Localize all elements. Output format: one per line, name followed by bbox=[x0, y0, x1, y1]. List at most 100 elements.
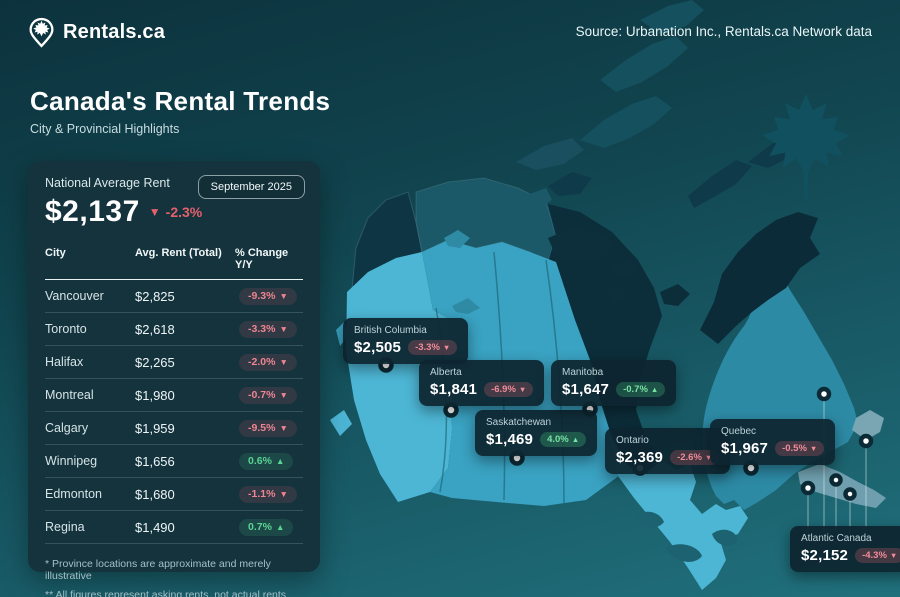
change-badge: -0.7% ▲ bbox=[616, 382, 666, 397]
page-subtitle: City & Provincial Highlights bbox=[30, 122, 180, 136]
col-change: % Change Y/Y bbox=[235, 247, 289, 271]
down-triangle-icon: ▼ bbox=[279, 357, 288, 367]
marker-atlantic-5 bbox=[843, 487, 857, 501]
down-triangle-icon: ▼ bbox=[279, 324, 288, 334]
table-row[interactable]: Winnipeg $1,656 0.6% ▲ bbox=[45, 445, 303, 478]
province-name: Ontario bbox=[616, 435, 649, 446]
change-badge: 0.7% ▲ bbox=[239, 518, 294, 536]
change-badge: -9.5% ▼ bbox=[239, 419, 297, 437]
period-badge[interactable]: September 2025 bbox=[197, 175, 305, 199]
change-badge: 4.0% ▲ bbox=[540, 432, 587, 447]
change-badge: -3.3% ▼ bbox=[408, 340, 458, 355]
city-name: Toronto bbox=[45, 322, 87, 336]
province-rent: $2,369 bbox=[616, 449, 664, 466]
table-row[interactable]: Regina $1,490 0.7% ▲ bbox=[45, 511, 303, 544]
up-triangle-icon: ▲ bbox=[275, 522, 285, 532]
province-name: Quebec bbox=[721, 426, 757, 437]
up-triangle-icon: ▲ bbox=[650, 385, 659, 394]
province-rent: $2,505 bbox=[354, 339, 402, 356]
callout-saskatchewan[interactable]: Saskatchewan $1,469 4.0% ▲ bbox=[475, 410, 598, 456]
logo-text: Rentals.ca bbox=[63, 21, 166, 43]
rent-value: $1,980 bbox=[135, 387, 175, 403]
rentals-logo[interactable]: Rentals.ca bbox=[28, 17, 165, 48]
national-average-value: $2,137 bbox=[45, 195, 140, 228]
page-title: Canada's Rental Trends bbox=[30, 86, 331, 116]
down-triangle-icon: ▼ bbox=[704, 453, 713, 462]
change-badge: -0.7% ▼ bbox=[239, 386, 297, 404]
footnote-province: * Province locations are approximate and… bbox=[45, 558, 271, 582]
city-name: Regina bbox=[45, 520, 85, 534]
callout-british-columbia[interactable]: British Columbia $2,505 -3.3% ▼ bbox=[343, 318, 469, 364]
change-badge: 0.6% ▲ bbox=[239, 452, 294, 470]
change-badge: -0.5% ▼ bbox=[775, 441, 825, 456]
city-name: Halifax bbox=[45, 355, 84, 369]
change-badge: -2.0% ▼ bbox=[239, 353, 297, 371]
rent-value: $2,618 bbox=[135, 321, 175, 337]
change-badge: -3.3% ▼ bbox=[239, 320, 297, 338]
col-city: City bbox=[45, 247, 66, 259]
change-badge: -1.1% ▼ bbox=[239, 485, 297, 503]
city-name: Calgary bbox=[45, 421, 89, 435]
city-name: Edmonton bbox=[45, 487, 102, 501]
change-badge: -2.6% ▼ bbox=[670, 450, 720, 465]
city-name: Winnipeg bbox=[45, 454, 98, 468]
province-rent: $1,469 bbox=[486, 431, 534, 448]
rent-value: $2,825 bbox=[135, 288, 175, 304]
col-rent: Avg. Rent (Total) bbox=[135, 247, 222, 259]
marker-atlantic-4 bbox=[800, 480, 816, 496]
down-triangle-icon: ▼ bbox=[518, 385, 527, 394]
callout-manitoba[interactable]: Manitoba $1,647 -0.7% ▲ bbox=[551, 360, 677, 406]
callout-quebec[interactable]: Quebec $1,967 -0.5% ▼ bbox=[710, 419, 836, 465]
callout-alberta[interactable]: Alberta $1,841 -6.9% ▼ bbox=[419, 360, 545, 406]
up-triangle-icon: ▲ bbox=[275, 456, 285, 466]
province-name: Atlantic Canada bbox=[801, 533, 872, 544]
rent-value: $1,959 bbox=[135, 420, 175, 436]
province-rent: $2,152 bbox=[801, 547, 849, 564]
province-name: Manitoba bbox=[562, 367, 604, 378]
down-triangle-icon: ▼ bbox=[279, 291, 288, 301]
national-rent-card: National Average Rent September 2025 $2,… bbox=[28, 161, 320, 597]
rent-value: $1,680 bbox=[135, 486, 175, 502]
change-badge: -4.3% ▼ bbox=[855, 548, 900, 563]
down-triangle-icon: ▼ bbox=[809, 444, 818, 453]
change-badge: -9.3% ▼ bbox=[239, 287, 297, 305]
marker-atlantic-2 bbox=[858, 433, 874, 449]
province-rent: $1,967 bbox=[721, 440, 769, 457]
table-row[interactable]: Vancouver $2,825 -9.3% ▼ bbox=[45, 280, 303, 313]
marker-alberta bbox=[443, 402, 459, 418]
national-average-label: National Average Rent bbox=[45, 176, 170, 190]
table-row[interactable]: Halifax $2,265 -2.0% ▼ bbox=[45, 346, 303, 379]
callout-ontario[interactable]: Ontario $2,369 -2.6% ▼ bbox=[605, 428, 731, 474]
province-name: British Columbia bbox=[354, 325, 427, 336]
maple-leaf-decoration bbox=[762, 94, 850, 200]
province-rent: $1,841 bbox=[430, 381, 478, 398]
down-triangle-icon: ▼ bbox=[279, 390, 288, 400]
table-header: City Avg. Rent (Total) % Change Y/Y bbox=[45, 247, 303, 280]
table-row[interactable]: Edmonton $1,680 -1.1% ▼ bbox=[45, 478, 303, 511]
callout-atlantic-canada[interactable]: Atlantic Canada $2,152 -4.3% ▼ bbox=[790, 526, 900, 572]
up-triangle-icon: ▲ bbox=[571, 435, 580, 444]
change-badge: -6.9% ▼ bbox=[484, 382, 534, 397]
footnotes: * Province locations are approximate and… bbox=[45, 558, 303, 597]
province-rent: $1,647 bbox=[562, 381, 610, 398]
marker-atlantic-1 bbox=[816, 386, 832, 402]
rent-value: $1,656 bbox=[135, 453, 175, 469]
down-triangle-icon: ▼ bbox=[442, 343, 451, 352]
down-triangle-icon: ▼ bbox=[148, 205, 161, 219]
province-name: Saskatchewan bbox=[486, 417, 552, 428]
down-triangle-icon: ▼ bbox=[279, 423, 288, 433]
city-name: Vancouver bbox=[45, 289, 104, 303]
marker-atlantic-3 bbox=[829, 473, 843, 487]
table-row[interactable]: Calgary $1,959 -9.5% ▼ bbox=[45, 412, 303, 445]
table-row[interactable]: Montreal $1,980 -0.7% ▼ bbox=[45, 379, 303, 412]
down-triangle-icon: ▼ bbox=[279, 489, 288, 499]
city-name: Montreal bbox=[45, 388, 94, 402]
map-pin-maple-leaf-icon bbox=[29, 17, 54, 48]
national-change: ▼ -2.3% bbox=[148, 204, 203, 220]
table-row[interactable]: Toronto $2,618 -3.3% ▼ bbox=[45, 313, 303, 346]
rent-value: $2,265 bbox=[135, 354, 175, 370]
source-attribution: Source: Urbanation Inc., Rentals.ca Netw… bbox=[575, 24, 872, 39]
down-triangle-icon: ▼ bbox=[889, 551, 898, 560]
rent-value: $1,490 bbox=[135, 519, 175, 535]
